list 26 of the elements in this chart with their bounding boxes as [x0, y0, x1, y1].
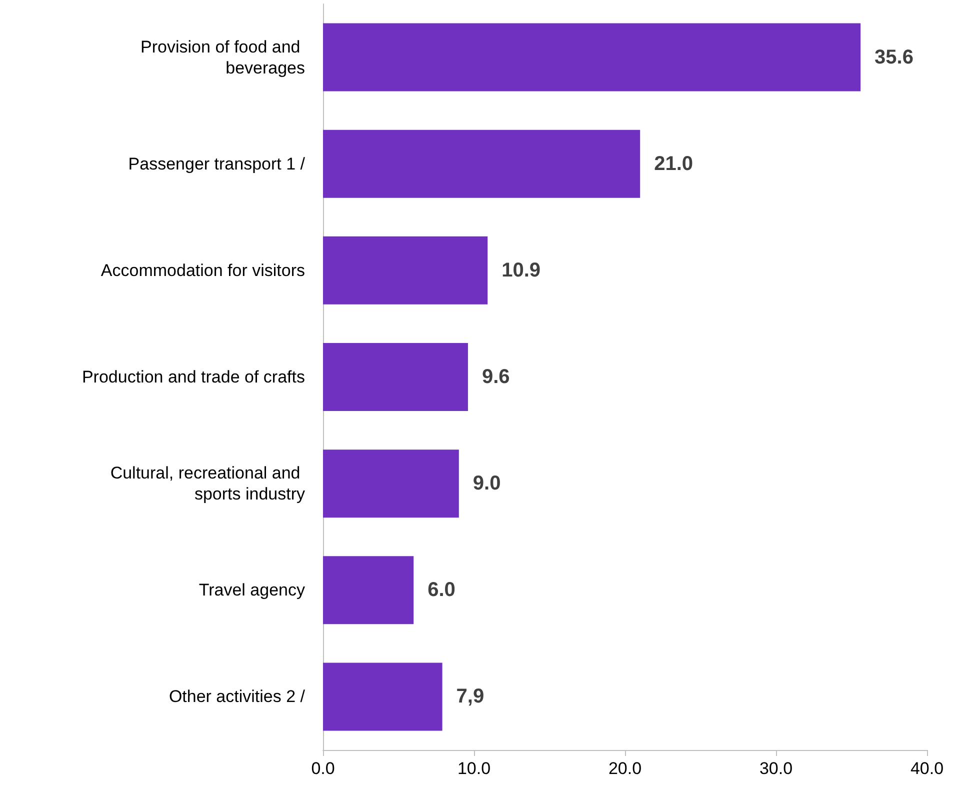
x-tick-label: 40.0	[910, 759, 944, 778]
bar	[323, 343, 468, 411]
y-tick-label: Passenger transport 1 /	[128, 154, 306, 174]
bar	[323, 450, 459, 518]
y-tick-label: Accommodation for visitors	[100, 260, 305, 280]
data-label: 21.0	[654, 152, 694, 175]
x-tick-label: 20.0	[608, 759, 642, 778]
data-label: 9.6	[482, 366, 510, 388]
data-label: 35.6	[874, 46, 914, 68]
x-tick-label: 0.0	[311, 759, 335, 778]
data-label: 9.0	[472, 472, 501, 495]
x-tick-label: 10.0	[457, 759, 491, 778]
x-tick-label: 30.0	[759, 759, 793, 778]
data-label: 7,9	[456, 686, 484, 708]
y-tick-label: Other activities 2 /	[168, 687, 306, 706]
y-tick-label: Production and trade of crafts	[82, 368, 305, 386]
data-label: 10.9	[502, 259, 541, 282]
bar	[323, 662, 442, 731]
y-tick-label: Travel agency	[198, 580, 306, 600]
bar	[323, 23, 861, 92]
bar	[323, 236, 488, 304]
data-label: 6.0	[428, 579, 456, 602]
y-tick-label: Cultural, recreational and sports industry	[110, 464, 306, 504]
y-tick-label: Provision of food and beverages	[140, 37, 305, 78]
bar	[323, 130, 640, 198]
bar	[323, 556, 414, 624]
